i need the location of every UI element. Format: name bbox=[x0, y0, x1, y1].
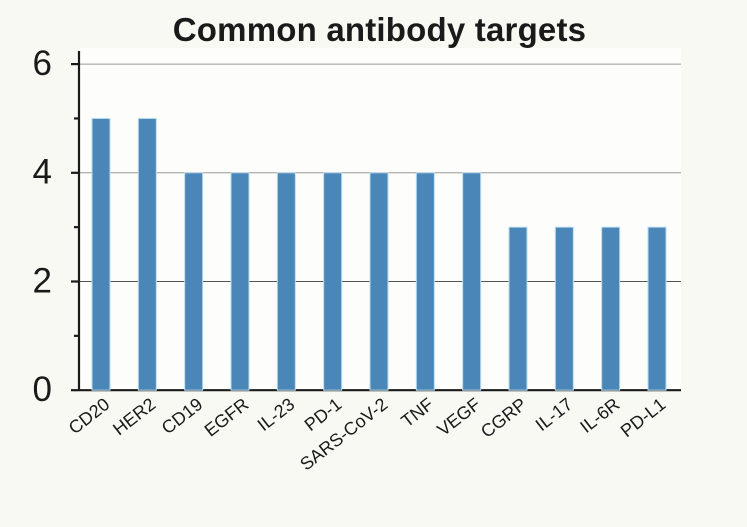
svg-text:4: 4 bbox=[33, 153, 52, 192]
svg-text:6: 6 bbox=[33, 44, 52, 83]
svg-text:2: 2 bbox=[33, 261, 52, 300]
svg-text:0: 0 bbox=[33, 370, 52, 409]
